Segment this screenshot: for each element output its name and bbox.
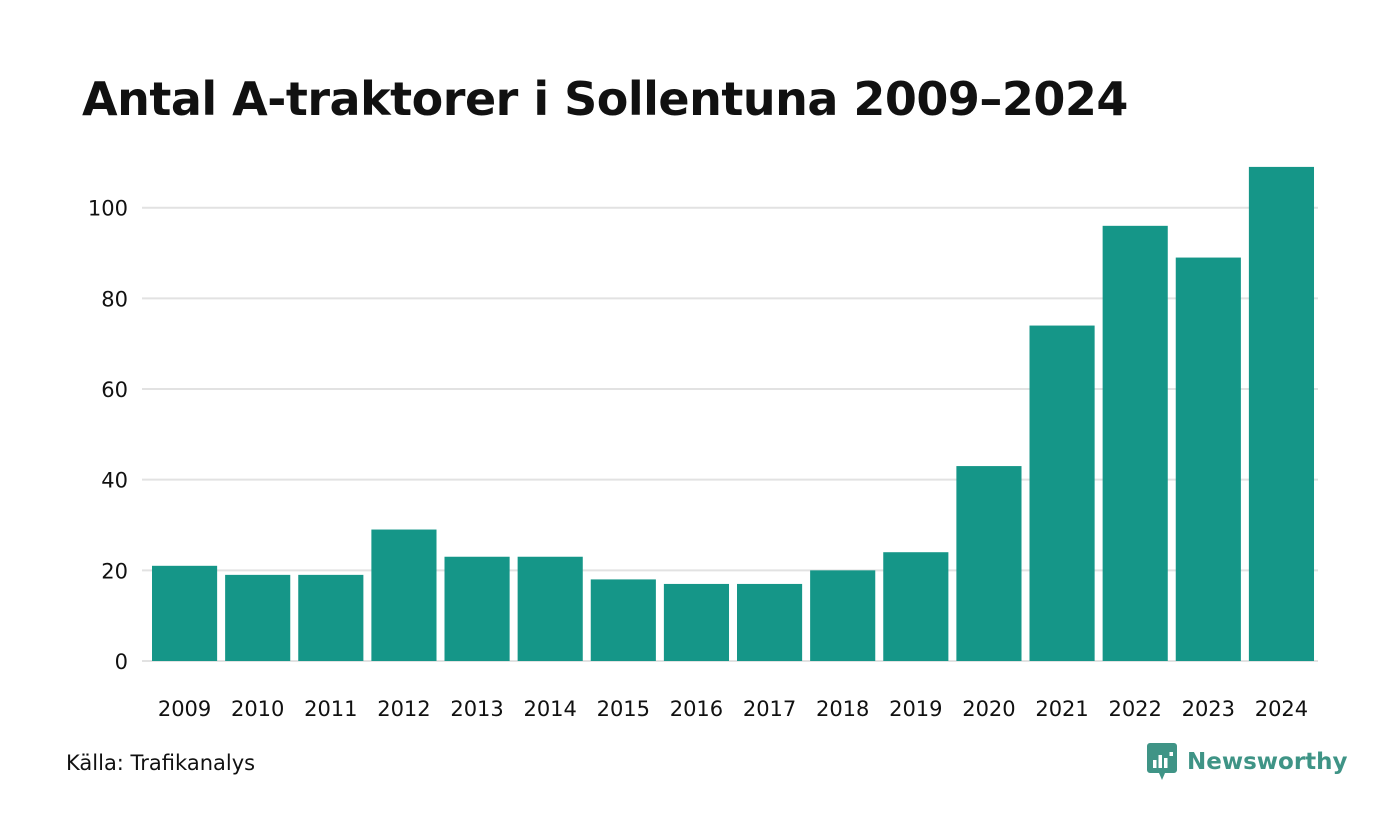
bar-2023 [1175,257,1241,661]
x-tick-label-2009: 2009 [158,697,211,721]
x-tick-label-2010: 2010 [231,697,284,721]
y-tick-label: 20 [101,559,128,583]
x-tick-label-2023: 2023 [1182,697,1235,721]
y-tick-label: 40 [101,469,128,493]
x-tick-label-2014: 2014 [523,697,576,721]
y-tick-label: 80 [101,287,128,311]
x-tick-label-2021: 2021 [1035,697,1088,721]
x-tick-label-2016: 2016 [670,697,723,721]
bar-2022 [1102,225,1168,661]
bar-2024 [1248,166,1315,661]
x-tick-label-2019: 2019 [889,697,942,721]
chart-title: Antal A-traktorer i Sollentuna 2009–2024 [82,72,1128,126]
bar-2020 [956,466,1022,661]
bar-2017 [737,583,803,661]
newsworthy-logo-icon [1147,743,1177,780]
bar-2009 [152,565,218,661]
bar-2010 [225,574,291,661]
bar-2011 [298,574,364,661]
x-axis-tick-labels: 2009 2010 2011 2012 2013 2014 2015 2016 2017 2018… [158,697,1308,721]
x-tick-label-2022: 2022 [1108,697,1161,721]
source-note: Källa: Trafikanalys [66,751,256,775]
y-tick-label: 0 [115,650,128,674]
brand-name: Newsworthy [1187,749,1348,775]
bar-2014 [517,556,583,661]
x-tick-label-2013: 2013 [450,697,503,721]
bar-2016 [663,583,730,661]
bar-2019 [883,552,949,661]
y-axis-tick-labels: 0 20 40 60 80 100 [88,197,128,674]
bar-2021 [1029,325,1095,661]
y-tick-label: 60 [101,378,128,402]
x-tick-label-2017: 2017 [743,697,796,721]
bar-2012 [371,529,437,661]
x-tick-label-2024: 2024 [1255,697,1308,721]
bar-chart: 0 20 40 60 80 100 2009 2010 2011 2012 2013 2014 201… [88,166,1318,721]
bar-2018 [810,570,876,661]
x-tick-label-2018: 2018 [816,697,869,721]
newsworthy-brand: Newsworthy [1147,742,1348,782]
y-tick-label: 100 [88,197,128,221]
bar-2015 [590,579,656,661]
bars [152,166,1315,661]
x-tick-label-2012: 2012 [377,697,430,721]
x-tick-label-2015: 2015 [597,697,650,721]
bar-2013 [444,556,510,661]
x-tick-label-2020: 2020 [962,697,1015,721]
x-tick-label-2011: 2011 [304,697,357,721]
